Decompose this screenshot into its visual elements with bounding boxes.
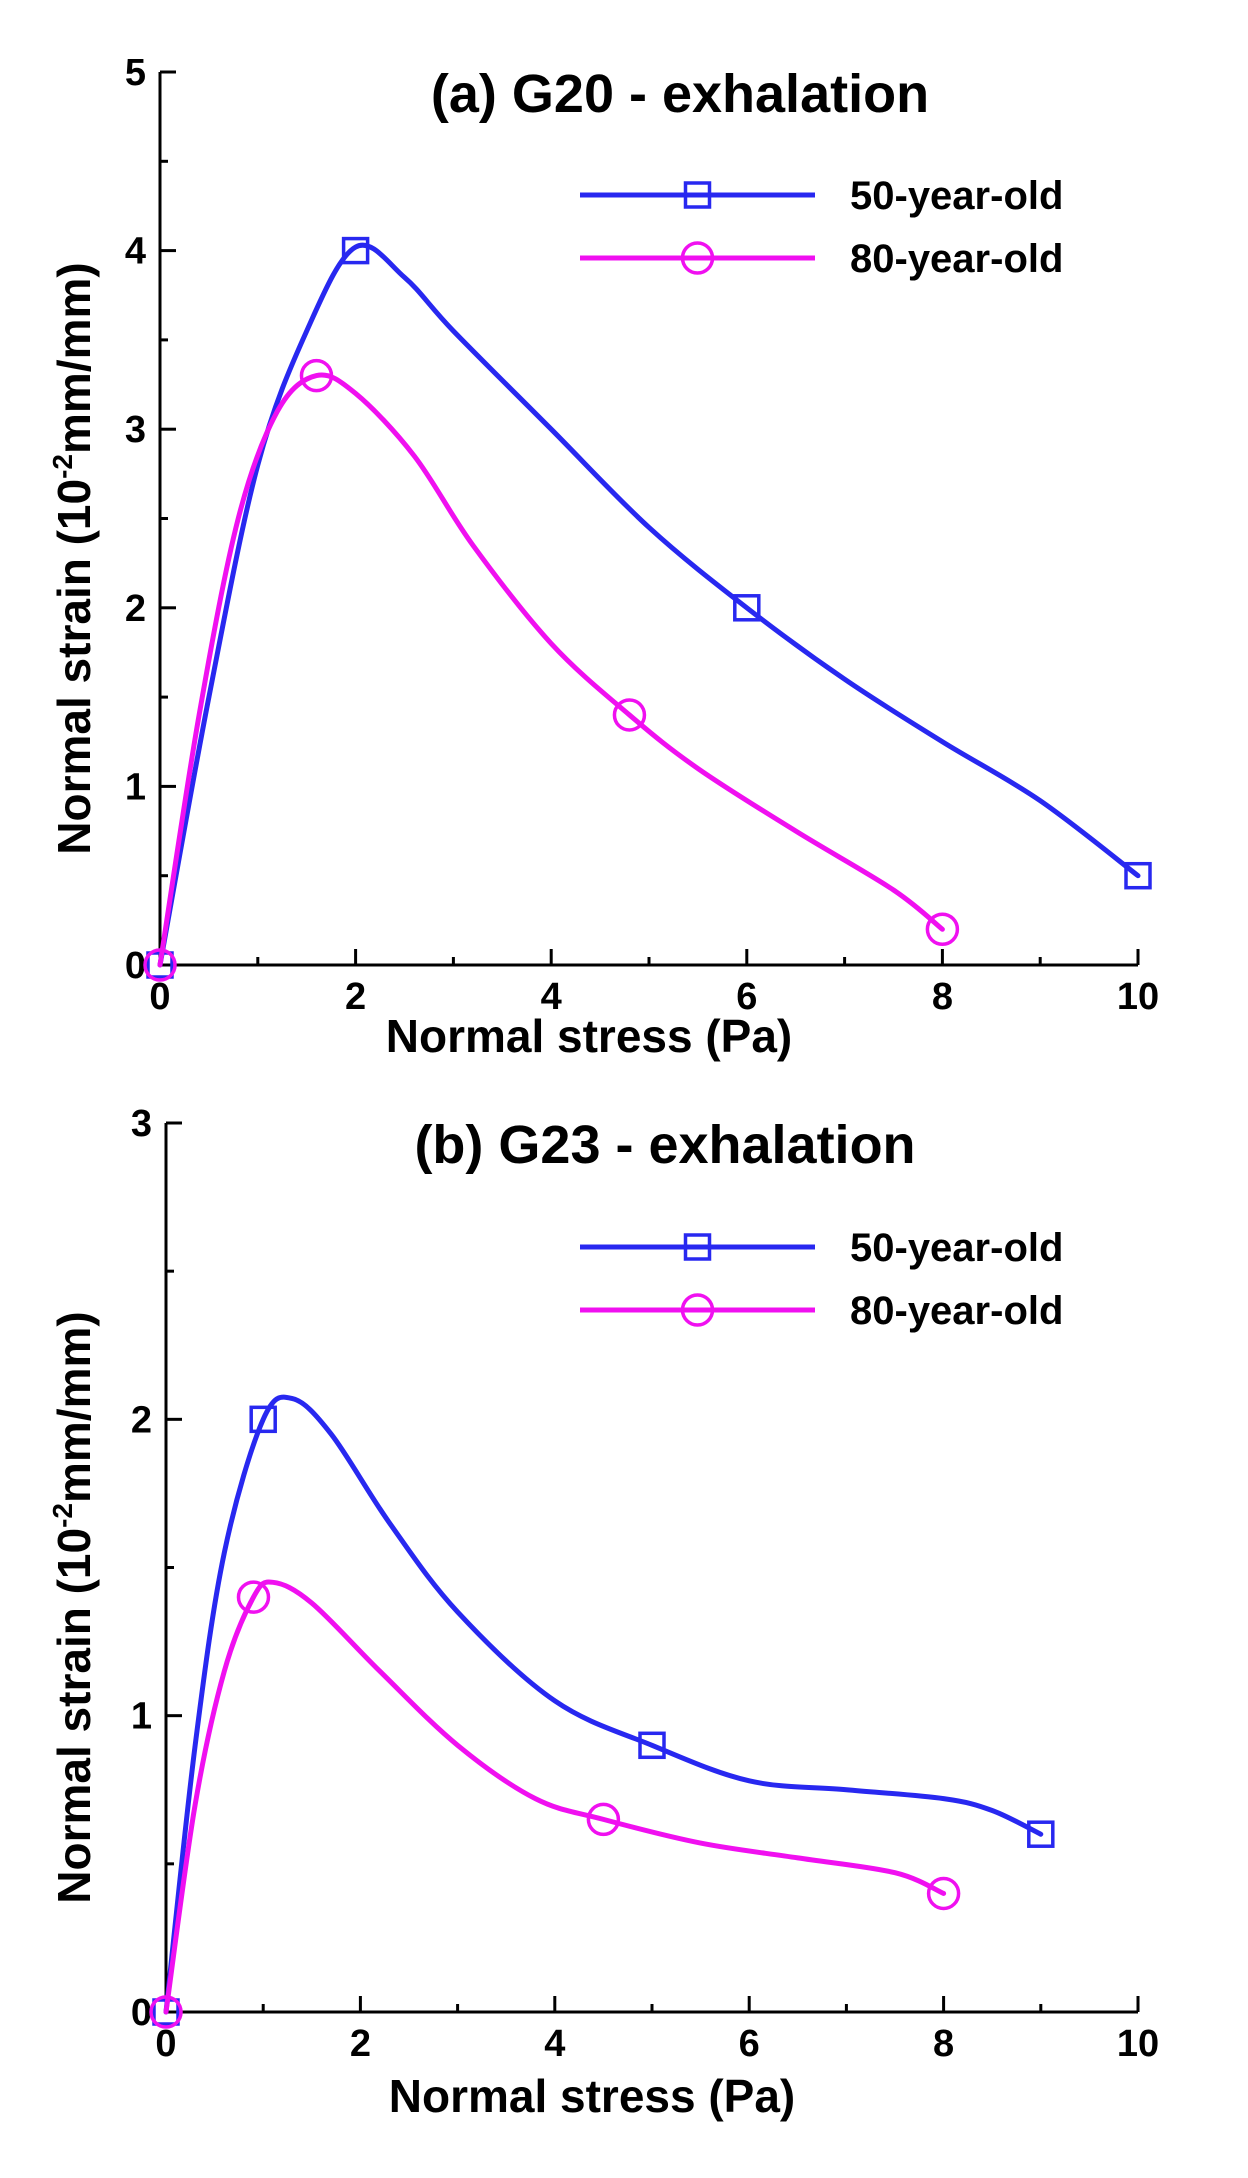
y-tick-label: 0 <box>131 1992 152 2034</box>
y-axis-label-main: Normal strain (10 <box>48 1528 100 1904</box>
y-tick-label: 1 <box>125 766 146 808</box>
legend-entry-80-year-old: 80-year-old <box>580 237 1063 281</box>
x-tick-label: 4 <box>541 976 562 1018</box>
data-point-square <box>1124 861 1152 890</box>
chart-panel-b: 0 2 4 6 8 10 0 1 2 3 (b) G23 - exhalation Normal st… <box>47 1103 1159 2122</box>
chart-panel-a: 0 2 4 6 8 10 0 1 2 3 4 5 (a) G20 - exhalation Normal … <box>47 52 1159 1062</box>
x-tick-label: 0 <box>149 976 170 1018</box>
y-tick-label: 5 <box>125 52 146 94</box>
y-tick-label: 3 <box>131 1103 152 1145</box>
legend-marker-square <box>683 181 712 209</box>
data-point-square <box>1027 1820 1055 1848</box>
data-point-circle <box>299 358 334 393</box>
y-tick-label: 1 <box>131 1696 152 1738</box>
series-50-year-old <box>146 236 1152 979</box>
legend-marker-circle <box>680 1293 715 1327</box>
data-point-square <box>341 236 370 265</box>
series-line-80-year-old <box>157 372 945 968</box>
x-tick-label: 0 <box>155 2023 176 2065</box>
x-tick-label: 10 <box>1117 2023 1159 2065</box>
x-axis-label: Normal stress (Pa) <box>386 1010 793 1062</box>
legend-label: 50-year-old <box>850 1226 1063 1270</box>
data-point-circle <box>926 1876 961 1911</box>
data-point-circle <box>143 948 177 982</box>
x-tick-label: 6 <box>736 976 757 1018</box>
x-tick-label: 10 <box>1117 976 1159 1018</box>
x-tick-label: 4 <box>544 2023 565 2065</box>
x-tick-label: 8 <box>933 2023 954 2065</box>
series-50-year-old <box>152 1394 1055 2026</box>
x-tick-label: 8 <box>932 976 953 1018</box>
chart-title: (a) G20 - exhalation <box>431 64 929 124</box>
y-axis-label-superscript: -2 <box>47 1503 78 1528</box>
data-point-circle <box>149 1995 183 2029</box>
y-axis-label-unit: mm/mm) <box>48 1311 100 1503</box>
x-tick-label: 2 <box>350 2023 371 2065</box>
x-tick-label: 2 <box>345 976 366 1018</box>
data-point-square <box>249 1405 277 1434</box>
y-axis-label-superscript: -2 <box>47 454 78 479</box>
y-tick-label: 2 <box>125 588 146 630</box>
y-axis-label: Normal strain (10-2mm/mm) <box>47 1311 100 1903</box>
series-line-50-year-old <box>157 242 1141 968</box>
series-line-80-year-old <box>163 1579 947 2015</box>
legend-entry-50-year-old: 50-year-old <box>580 174 1063 218</box>
chart-title: (b) G23 - exhalation <box>414 1115 915 1175</box>
legend-entry-50-year-old: 50-year-old <box>580 1226 1063 1270</box>
legend-marker-circle <box>680 241 715 275</box>
data-point-circle <box>236 1580 271 1614</box>
data-point-circle <box>925 912 960 947</box>
y-axis-label-unit: mm/mm) <box>48 262 100 454</box>
x-axis-label: Normal stress (Pa) <box>389 2070 796 2122</box>
legend-marker-square <box>683 1233 712 1261</box>
y-axis-label: Normal strain (10-2mm/mm) <box>47 262 100 854</box>
legend-entry-80-year-old: 80-year-old <box>580 1289 1063 1333</box>
y-axis-label-main: Normal strain (10 <box>48 479 100 855</box>
data-point-square <box>733 594 761 622</box>
legend-label: 50-year-old <box>850 174 1063 218</box>
y-tick-label: 3 <box>125 409 146 451</box>
y-tick-label: 0 <box>125 945 146 987</box>
series-line-50-year-old <box>163 1394 1044 2015</box>
data-point-square <box>638 1731 666 1760</box>
y-tick-label: 2 <box>131 1399 152 1441</box>
data-point-circle <box>586 1802 621 1837</box>
x-tick-label: 6 <box>739 2023 760 2065</box>
series-80-year-old <box>143 358 960 982</box>
legend-label: 80-year-old <box>850 1289 1063 1333</box>
y-tick-label: 4 <box>125 231 146 273</box>
data-point-circle <box>612 698 647 732</box>
series-80-year-old <box>149 1579 961 2029</box>
legend-label: 80-year-old <box>850 237 1063 281</box>
